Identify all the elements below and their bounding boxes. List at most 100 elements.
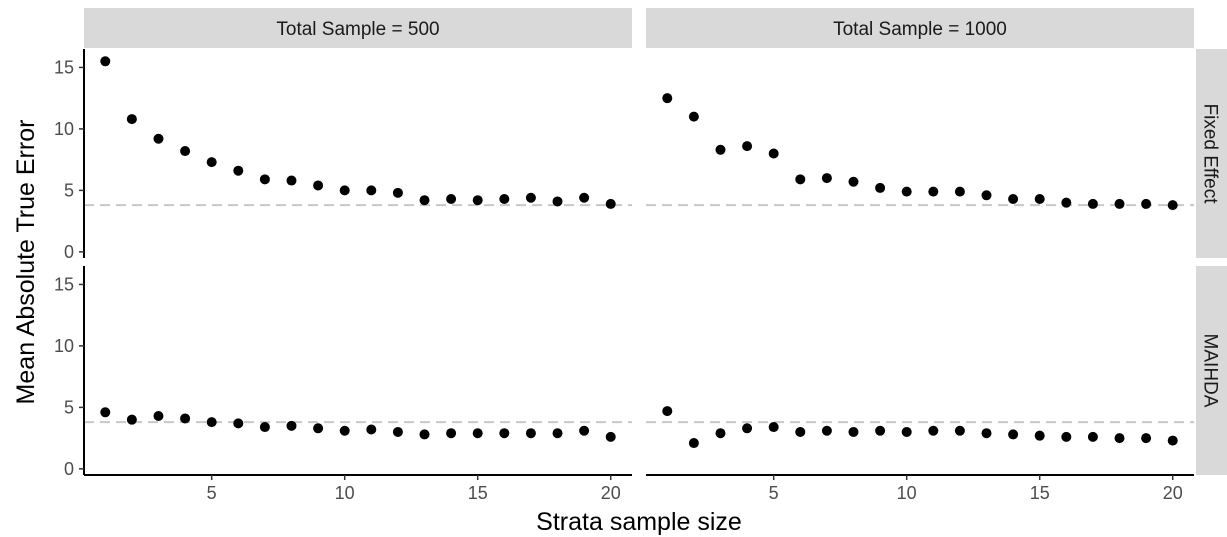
data-point	[875, 182, 886, 193]
row-strip-label: MAIHDA	[1200, 334, 1221, 408]
data-point	[446, 193, 457, 204]
data-point	[821, 425, 832, 436]
column-strip	[84, 8, 632, 48]
data-point	[901, 186, 912, 197]
row-strip	[1196, 266, 1227, 475]
data-point	[206, 157, 217, 168]
data-point	[472, 195, 483, 206]
x-tick-label: 5	[769, 483, 779, 503]
data-point	[419, 429, 430, 440]
data-point	[768, 148, 779, 159]
data-point	[313, 180, 324, 191]
data-point	[1114, 433, 1125, 444]
data-point	[339, 425, 350, 436]
data-point	[1034, 193, 1045, 204]
x-tick-label: 15	[468, 483, 488, 503]
data-point	[1114, 198, 1125, 209]
y-tick-label: 5	[64, 397, 74, 417]
data-point	[1141, 198, 1152, 209]
data-point	[1008, 429, 1019, 440]
data-point	[901, 426, 912, 437]
data-point	[1167, 200, 1178, 211]
x-tick-label: 20	[601, 483, 621, 503]
y-tick-label: 10	[54, 336, 74, 356]
data-point	[339, 185, 350, 196]
data-point	[1087, 431, 1098, 442]
data-point	[126, 114, 137, 125]
data-point	[499, 193, 510, 204]
data-point	[552, 196, 563, 207]
data-point	[472, 428, 483, 439]
data-point	[525, 428, 536, 439]
data-point	[153, 410, 164, 421]
x-tick-label: 10	[335, 483, 355, 503]
data-point	[233, 165, 244, 176]
data-point	[286, 175, 297, 186]
data-point	[1087, 198, 1098, 209]
data-point	[662, 406, 673, 417]
data-point	[742, 141, 753, 152]
data-point	[579, 192, 590, 203]
data-point	[180, 413, 191, 424]
data-point	[259, 174, 270, 185]
data-point	[981, 190, 992, 201]
column-strip-label: Total Sample = 500	[276, 19, 439, 40]
data-point	[848, 176, 859, 187]
data-point	[552, 428, 563, 439]
data-point	[795, 174, 806, 185]
data-point	[1061, 197, 1072, 208]
data-point	[153, 133, 164, 144]
data-point	[928, 425, 939, 436]
column-strip-label: Total Sample = 1000	[833, 19, 1007, 40]
data-point	[525, 192, 536, 203]
data-point	[180, 146, 191, 157]
data-point	[233, 418, 244, 429]
data-point	[126, 414, 137, 425]
data-point	[1061, 431, 1072, 442]
data-point	[1167, 435, 1178, 446]
x-tick-label: 10	[897, 483, 917, 503]
data-point	[954, 186, 965, 197]
data-point	[392, 426, 403, 437]
data-point	[981, 428, 992, 439]
data-point	[286, 420, 297, 431]
data-point	[715, 144, 726, 155]
data-point	[688, 438, 699, 449]
x-axis-title: Strata sample size	[536, 508, 742, 536]
data-point	[313, 423, 324, 434]
data-point	[821, 173, 832, 184]
x-tick-label: 20	[1163, 483, 1183, 503]
data-point	[446, 428, 457, 439]
data-point	[795, 426, 806, 437]
data-point	[419, 195, 430, 206]
x-tick-label: 5	[207, 483, 217, 503]
data-point	[768, 422, 779, 433]
row-strip	[1196, 49, 1227, 258]
y-tick-label: 15	[54, 57, 74, 77]
data-point	[848, 426, 859, 437]
y-tick-label: 15	[54, 274, 74, 294]
data-point	[715, 428, 726, 439]
data-point	[579, 425, 590, 436]
x-tick-label: 15	[1030, 483, 1050, 503]
data-point	[605, 198, 616, 209]
y-tick-label: 5	[64, 180, 74, 200]
data-point	[206, 417, 217, 428]
data-point	[100, 407, 111, 418]
data-point	[499, 428, 510, 439]
y-axis-title: Mean Absolute True Error	[12, 120, 40, 405]
y-tick-label: 10	[54, 119, 74, 139]
data-point	[742, 423, 753, 434]
data-point	[366, 185, 377, 196]
row-strip-label: Fixed Effect	[1200, 104, 1221, 205]
data-point	[1141, 433, 1152, 444]
data-point	[928, 186, 939, 197]
data-point	[366, 424, 377, 435]
column-strip	[646, 8, 1194, 48]
data-point	[688, 111, 699, 122]
data-point	[1008, 193, 1019, 204]
data-point	[100, 56, 111, 67]
data-point	[392, 187, 403, 198]
